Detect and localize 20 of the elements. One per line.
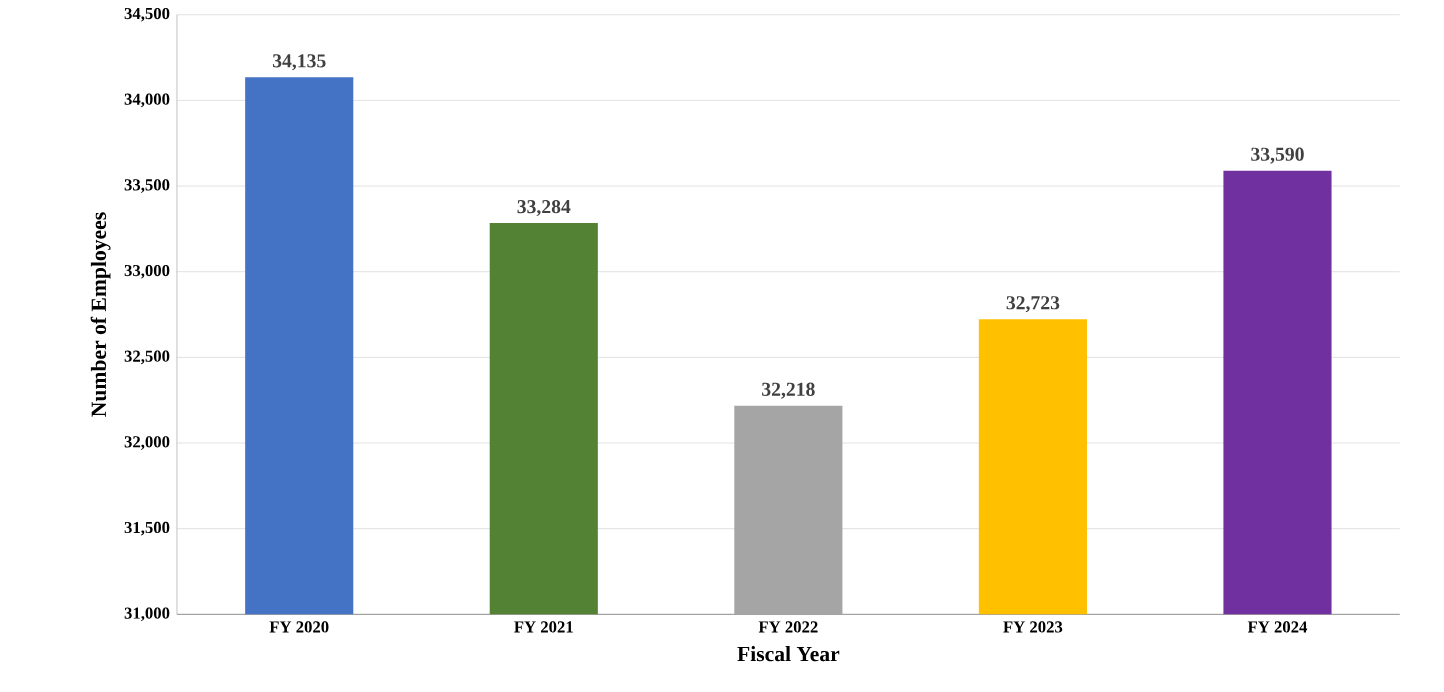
data-label: 34,135 <box>272 54 326 71</box>
x-tick-label: FY 2020 <box>269 621 329 633</box>
x-tick-label: FY 2021 <box>514 621 573 633</box>
data-label: 33,590 <box>1251 147 1304 164</box>
y-tick-label: 34,000 <box>124 93 170 108</box>
y-tick-label: 31,000 <box>124 607 170 622</box>
data-label: 33,284 <box>517 199 571 217</box>
y-tick-label: 33,500 <box>124 179 170 193</box>
y-tick-label: 32,500 <box>124 350 170 365</box>
y-tick-label: 31,500 <box>124 521 170 536</box>
x-axis-title: Fiscal Year <box>737 646 840 662</box>
y-tick-label: 32,000 <box>124 436 170 450</box>
y-axis-title: Number of Employees <box>90 212 111 417</box>
x-tick-label: FY 2022 <box>758 621 818 633</box>
data-label: 32,218 <box>762 382 815 399</box>
y-tick-label: 34,500 <box>124 7 170 22</box>
y-tick-label: 33,000 <box>124 264 170 279</box>
x-tick-label: FY 2024 <box>1247 621 1308 633</box>
x-tick-label: FY 2023 <box>1003 621 1063 633</box>
data-label: 32,723 <box>1006 296 1060 313</box>
